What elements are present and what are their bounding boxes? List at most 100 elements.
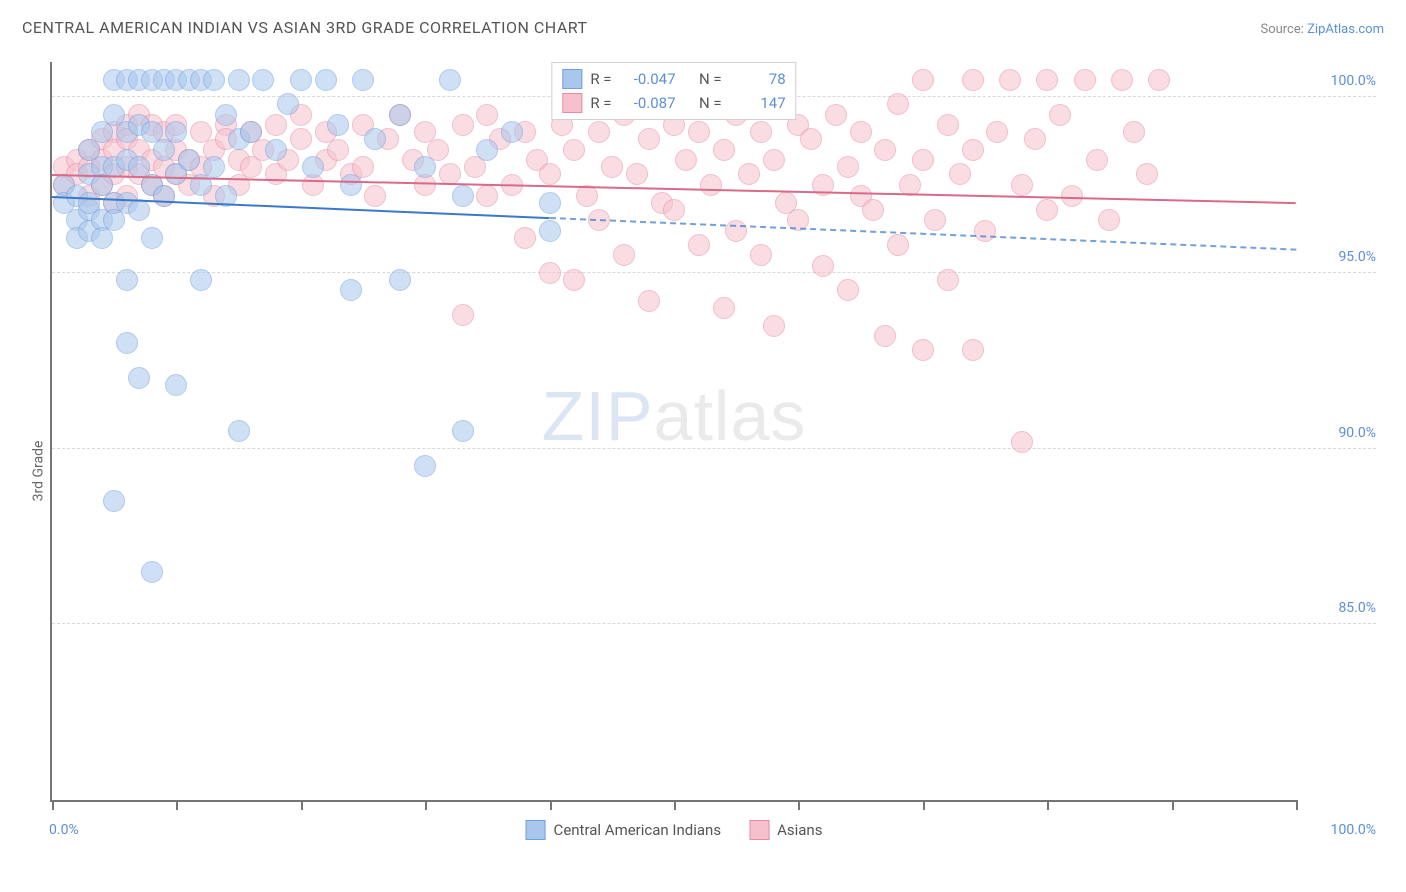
data-point [352, 69, 374, 91]
legend-label-pink: Asians [777, 821, 822, 839]
swatch-blue [562, 69, 582, 89]
data-point [738, 163, 760, 185]
chart-area: 3rd Grade ZIPatlas R = -0.047 N = 78 R =… [0, 50, 1406, 892]
data-point [601, 156, 623, 178]
data-point [364, 185, 386, 207]
y-tick-label: 90.0% [1306, 425, 1376, 441]
swatch-blue-bottom [526, 820, 546, 840]
data-point [887, 93, 909, 115]
data-point [750, 121, 772, 143]
source-prefix: Source: [1260, 22, 1307, 37]
data-point [141, 561, 163, 583]
data-point [165, 121, 187, 143]
legend-item-pink: Asians [749, 820, 822, 840]
data-point [1049, 104, 1071, 126]
data-point [638, 128, 660, 150]
data-point [265, 139, 287, 161]
data-point [1036, 199, 1058, 221]
x-tick [798, 800, 800, 810]
source-link[interactable]: ZipAtlas.com [1307, 22, 1384, 37]
data-point [588, 121, 610, 143]
data-point [1011, 174, 1033, 196]
y-tick-label: 85.0% [1306, 600, 1376, 616]
data-point [1148, 69, 1170, 91]
x-tick [1172, 800, 1174, 810]
x-tick [301, 800, 303, 810]
x-tick [923, 800, 925, 810]
data-point [240, 121, 262, 143]
data-point [116, 269, 138, 291]
data-point [713, 297, 735, 319]
data-point [302, 156, 324, 178]
data-point [452, 114, 474, 136]
data-point [750, 244, 772, 266]
data-point [986, 121, 1008, 143]
chart-title: CENTRAL AMERICAN INDIAN VS ASIAN 3RD GRA… [22, 18, 588, 37]
data-point [1011, 431, 1033, 453]
data-point [128, 367, 150, 389]
correlation-legend: R = -0.047 N = 78 R = -0.087 N = 147 [551, 62, 796, 120]
data-point [924, 209, 946, 231]
data-point [675, 149, 697, 171]
data-point [912, 149, 934, 171]
data-point [501, 121, 523, 143]
data-point [165, 374, 187, 396]
data-point [613, 244, 635, 266]
data-point [887, 234, 909, 256]
r-value-pink: -0.087 [620, 94, 676, 112]
data-point [974, 220, 996, 242]
data-point [476, 104, 498, 126]
data-point [563, 139, 585, 161]
data-point [1123, 121, 1145, 143]
data-point [476, 139, 498, 161]
r-label-pink: R = [590, 94, 611, 112]
data-point [414, 455, 436, 477]
data-point [874, 325, 896, 347]
trend-line-dashed [550, 217, 1296, 251]
data-point [252, 69, 274, 91]
x-tick [674, 800, 676, 810]
data-point [203, 156, 225, 178]
series-legend: Central American Indians Asians [526, 820, 823, 840]
data-point [1098, 209, 1120, 231]
n-value-blue: 78 [730, 70, 786, 88]
watermark-atlas: atlas [654, 377, 807, 455]
data-point [850, 121, 872, 143]
data-point [203, 69, 225, 91]
data-point [290, 69, 312, 91]
data-point [937, 269, 959, 291]
r-value-blue: -0.047 [620, 70, 676, 88]
data-point [837, 279, 859, 301]
data-point [452, 185, 474, 207]
data-point [327, 139, 349, 161]
data-point [364, 128, 386, 150]
data-point [663, 199, 685, 221]
data-point [1111, 69, 1133, 91]
data-point [178, 149, 200, 171]
data-point [1024, 128, 1046, 150]
data-point [763, 149, 785, 171]
data-point [265, 114, 287, 136]
data-point [452, 420, 474, 442]
data-point [514, 227, 536, 249]
n-label-blue: N = [699, 70, 722, 88]
data-point [414, 156, 436, 178]
data-point [103, 490, 125, 512]
data-point [837, 156, 859, 178]
data-point [539, 220, 561, 242]
n-value-pink: 147 [730, 94, 786, 112]
data-point [912, 69, 934, 91]
data-point [215, 104, 237, 126]
watermark: ZIPatlas [542, 376, 807, 456]
data-point [327, 114, 349, 136]
data-point [452, 304, 474, 326]
data-point [476, 185, 498, 207]
data-point [1136, 163, 1158, 185]
data-point [389, 104, 411, 126]
data-point [700, 174, 722, 196]
data-point [999, 69, 1021, 91]
data-point [812, 255, 834, 277]
data-point [153, 185, 175, 207]
data-point [277, 93, 299, 115]
n-label-pink: N = [699, 94, 722, 112]
